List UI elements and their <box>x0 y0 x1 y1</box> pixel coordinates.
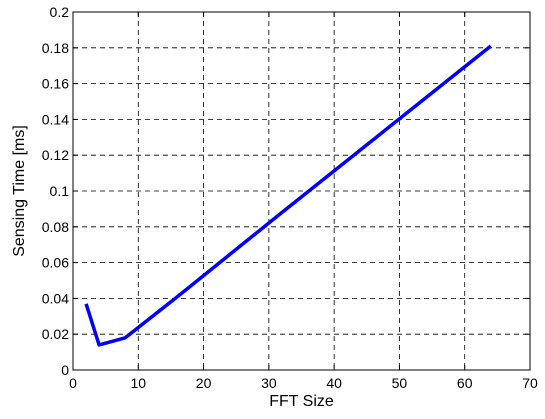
y-tick-label: 0.08 <box>42 219 69 235</box>
grid <box>73 12 530 370</box>
series-line <box>84 44 492 347</box>
y-tick-label: 0 <box>61 362 69 378</box>
y-tick-label: 0.14 <box>42 111 69 127</box>
x-tick-label: 20 <box>196 375 212 391</box>
x-tick-label: 60 <box>457 375 473 391</box>
x-tick-label: 10 <box>130 375 146 391</box>
y-tick-label: 0.02 <box>42 326 69 342</box>
x-axis-label: FFT Size <box>269 393 334 410</box>
y-tick-label: 0.1 <box>50 183 70 199</box>
series-layer <box>84 44 492 347</box>
y-axis-label: Sensing Time [ms] <box>11 125 28 257</box>
x-tick-labels: 0 10 20 30 40 50 60 70 <box>69 375 538 391</box>
x-tick-label: 30 <box>261 375 277 391</box>
y-tick-label: 0.2 <box>50 4 70 20</box>
y-tick-label: 0.18 <box>42 40 69 56</box>
x-tick-label: 0 <box>69 375 77 391</box>
y-tick-label: 0.04 <box>42 290 69 306</box>
y-tick-labels: 0 0.02 0.04 0.06 0.08 0.1 0.12 0.14 0.16 0.18 0.2 <box>42 4 69 378</box>
x-tick-label: 70 <box>522 375 538 391</box>
y-tick-label: 0.16 <box>42 76 69 92</box>
ticks <box>72 11 531 371</box>
x-tick-label: 40 <box>326 375 342 391</box>
x-tick-label: 50 <box>392 375 408 391</box>
y-tick-label: 0.06 <box>42 255 69 271</box>
y-tick-label: 0.12 <box>42 147 69 163</box>
